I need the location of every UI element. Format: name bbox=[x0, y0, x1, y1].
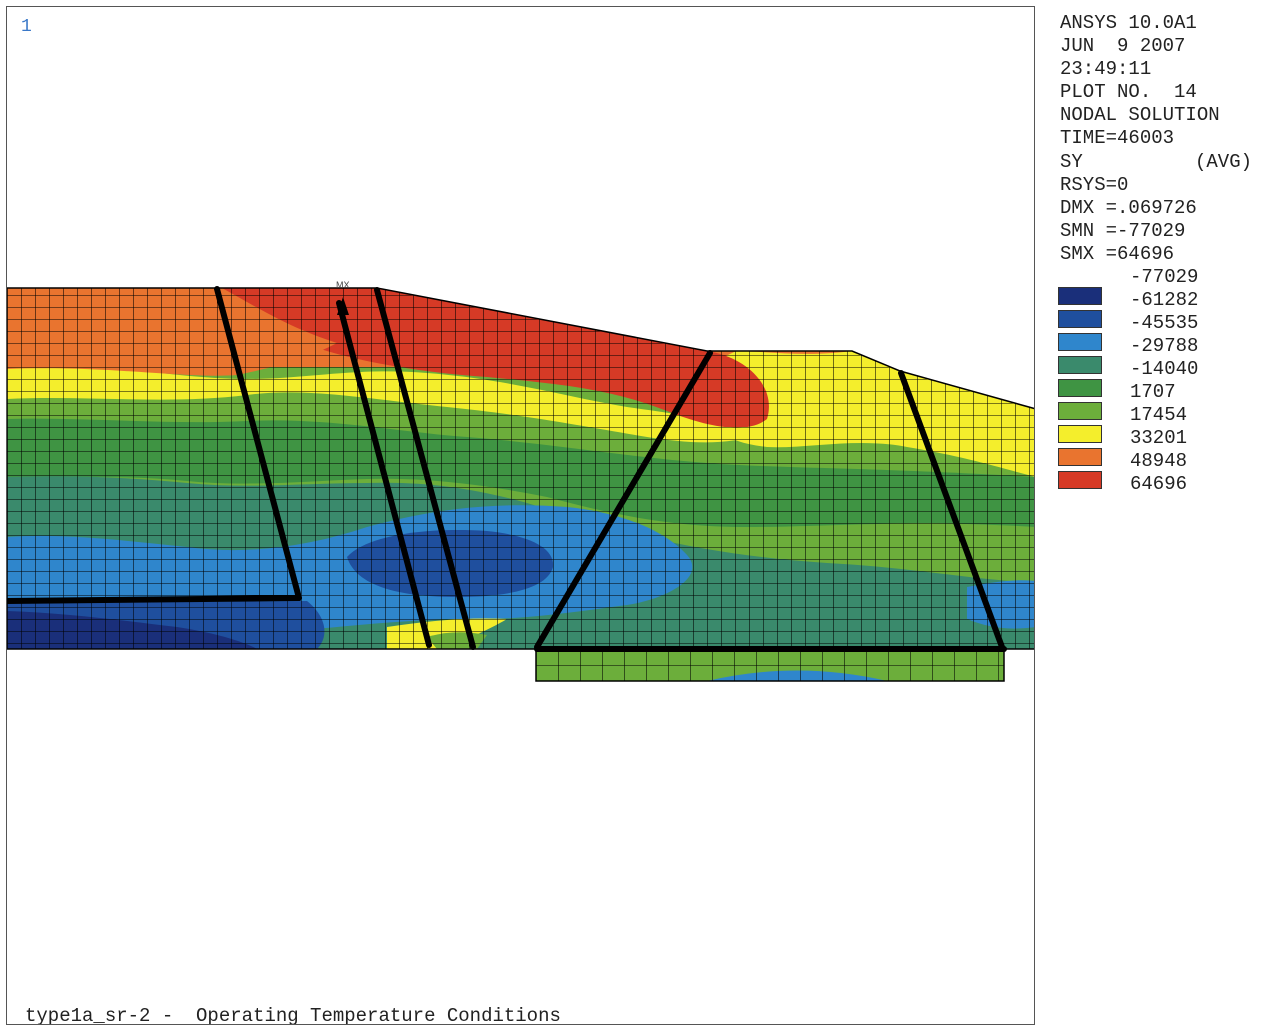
legend-swatch bbox=[1058, 448, 1102, 466]
legend-label: 1707 bbox=[1130, 381, 1176, 403]
contour-bands-base bbox=[536, 649, 1004, 681]
plot-caption: type1a_sr-2 - Operating Temperature Cond… bbox=[25, 1005, 561, 1025]
legend-swatch bbox=[1058, 287, 1102, 305]
fem-contour-plot: MX bbox=[7, 280, 1034, 682]
legend-swatch bbox=[1058, 379, 1102, 397]
legend-label: -14040 bbox=[1130, 358, 1199, 380]
legend-label: -77029 bbox=[1130, 266, 1199, 288]
plot-number: PLOT NO. 14 bbox=[1060, 81, 1197, 104]
legend-label: -45535 bbox=[1130, 312, 1199, 334]
max-stress: SMX =64696 bbox=[1060, 242, 1175, 265]
legend-label: -61282 bbox=[1130, 289, 1199, 311]
legend-label: 64696 bbox=[1130, 473, 1188, 495]
max-displacement: DMX =.069726 bbox=[1060, 196, 1197, 219]
min-stress: SMN =-77029 bbox=[1060, 219, 1186, 242]
region-boundaries bbox=[7, 286, 1007, 652]
plot-time: 23:49:11 bbox=[1060, 58, 1152, 81]
legend-label: -29788 bbox=[1130, 335, 1199, 357]
legend-label: 17454 bbox=[1130, 404, 1188, 426]
max-marker-label: MX bbox=[336, 280, 350, 290]
contour-bands-main bbox=[7, 288, 1034, 649]
legend-swatch bbox=[1058, 471, 1102, 489]
max-marker: MX bbox=[336, 280, 350, 315]
time-step: TIME=46003 bbox=[1060, 127, 1175, 150]
legend-label: 48948 bbox=[1130, 450, 1188, 472]
averaging: (AVG) bbox=[1194, 150, 1252, 173]
result-item: SY bbox=[1060, 150, 1083, 173]
info-panel: ANSYS 10.0A1 JUN 9 2007 23:49:11 PLOT NO… bbox=[1060, 12, 1252, 266]
plot-date: JUN 9 2007 bbox=[1060, 35, 1186, 58]
legend-label: 33201 bbox=[1130, 427, 1188, 449]
legend-swatch bbox=[1058, 425, 1102, 443]
solution-type: NODAL SOLUTION bbox=[1060, 104, 1220, 127]
plot-viewport: 1 bbox=[6, 6, 1035, 1025]
window-number: 1 bbox=[21, 17, 32, 37]
legend-swatch bbox=[1058, 402, 1102, 420]
coordinate-system: RSYS=0 bbox=[1060, 173, 1129, 196]
legend-swatch bbox=[1058, 333, 1102, 351]
program-name: ANSYS 10.0A1 bbox=[1060, 12, 1197, 34]
legend-swatch bbox=[1058, 356, 1102, 374]
result-item-row: SY (AVG) bbox=[1060, 151, 1252, 174]
legend-swatch bbox=[1058, 310, 1102, 328]
